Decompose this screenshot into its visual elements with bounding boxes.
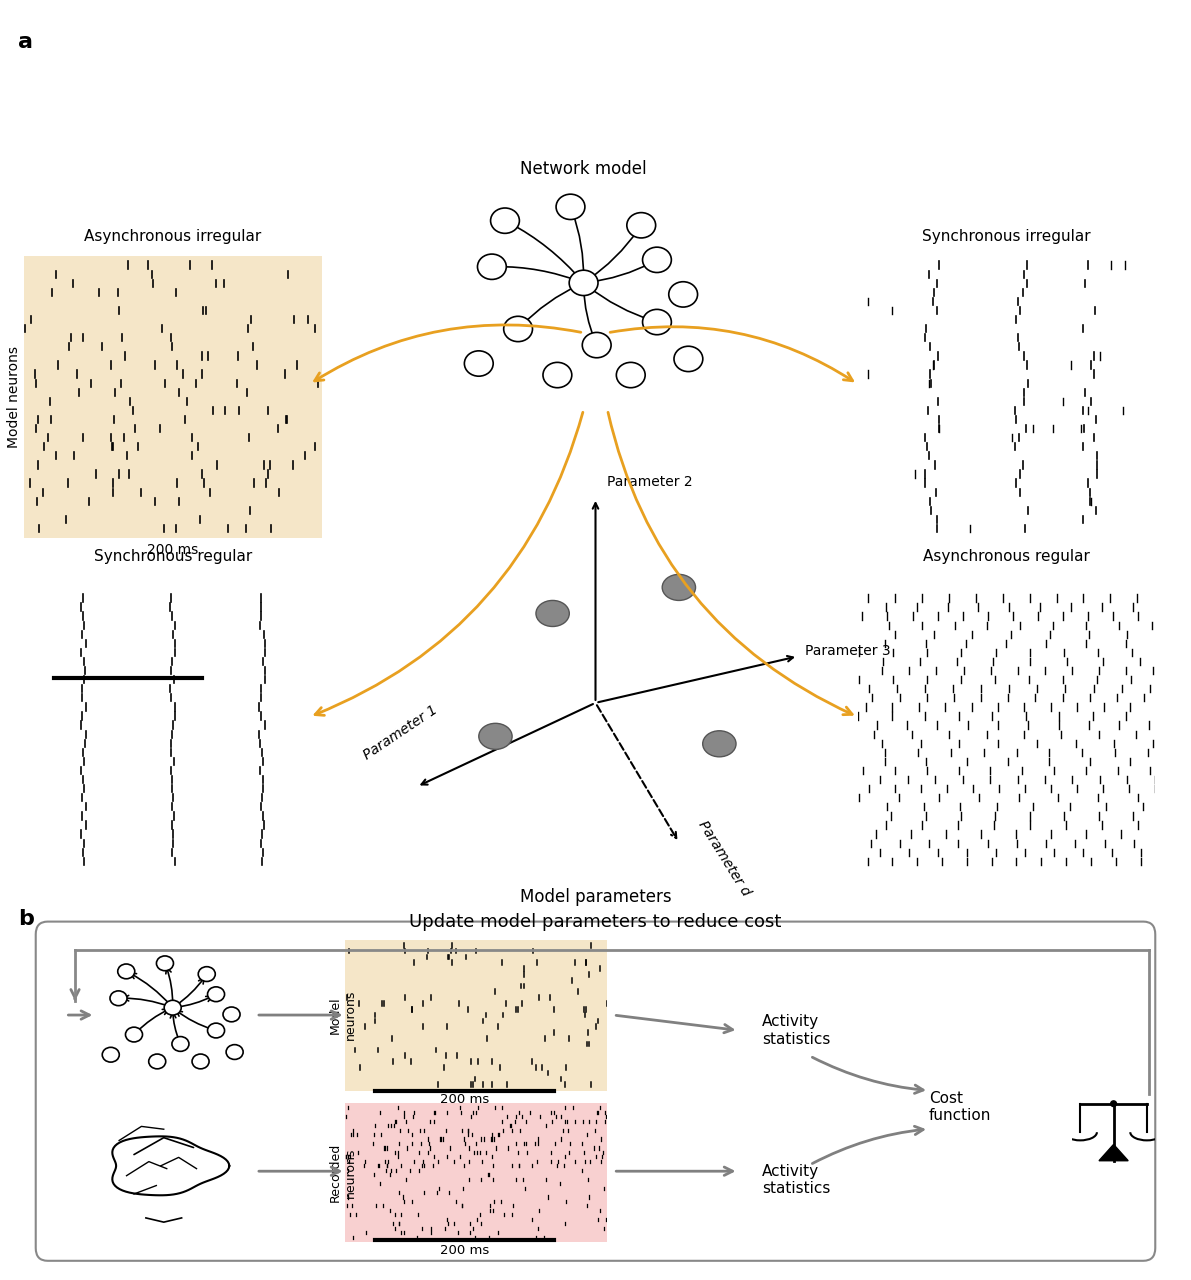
Circle shape (118, 964, 135, 979)
Circle shape (478, 253, 506, 279)
Text: Activity
statistics: Activity statistics (762, 1014, 830, 1047)
Circle shape (207, 1023, 225, 1038)
Circle shape (543, 362, 572, 388)
Text: Synchronous regular: Synchronous regular (94, 549, 251, 563)
Circle shape (226, 1044, 243, 1060)
Circle shape (669, 282, 698, 307)
Text: 200 ms: 200 ms (439, 1244, 490, 1257)
Circle shape (643, 310, 672, 334)
Y-axis label: Recorded
neurons: Recorded neurons (329, 1143, 356, 1202)
Circle shape (703, 731, 736, 756)
Text: 200 ms: 200 ms (439, 1093, 490, 1106)
Circle shape (102, 1047, 119, 1062)
Text: Parameter 1: Parameter 1 (361, 703, 439, 763)
Text: Synchronous irregular: Synchronous irregular (922, 229, 1091, 243)
Circle shape (582, 333, 611, 357)
Circle shape (674, 346, 703, 371)
Y-axis label: Model neurons: Model neurons (7, 346, 21, 448)
Polygon shape (1099, 1144, 1128, 1161)
Circle shape (198, 966, 216, 982)
Circle shape (464, 351, 493, 376)
Circle shape (156, 956, 174, 970)
Circle shape (556, 195, 585, 219)
Circle shape (569, 270, 598, 296)
Text: 200 ms: 200 ms (146, 543, 199, 557)
Circle shape (536, 600, 569, 626)
Circle shape (207, 987, 225, 1002)
Circle shape (110, 991, 127, 1006)
Title: Network model: Network model (520, 160, 647, 178)
Circle shape (491, 207, 519, 233)
Text: Parameter d: Parameter d (696, 818, 753, 899)
Text: Parameter 2: Parameter 2 (607, 475, 693, 489)
Text: b: b (18, 909, 33, 929)
Text: Asynchronous regular: Asynchronous regular (923, 549, 1090, 563)
Text: Asynchronous irregular: Asynchronous irregular (85, 229, 261, 243)
Text: Activity
statistics: Activity statistics (762, 1164, 830, 1197)
Text: Model parameters: Model parameters (519, 888, 672, 906)
Circle shape (149, 1053, 166, 1069)
Circle shape (1111, 1101, 1116, 1106)
Circle shape (662, 575, 696, 600)
Text: Cost
function: Cost function (929, 1091, 991, 1124)
Circle shape (223, 1007, 241, 1021)
Circle shape (617, 362, 646, 388)
Circle shape (164, 1000, 181, 1015)
Text: Update model parameters to reduce cost: Update model parameters to reduce cost (410, 913, 781, 931)
Circle shape (626, 212, 656, 238)
Text: Parameter 3: Parameter 3 (805, 644, 891, 658)
Circle shape (172, 1037, 189, 1051)
Y-axis label: Model
neurons: Model neurons (329, 989, 356, 1041)
Circle shape (192, 1053, 210, 1069)
Circle shape (479, 723, 512, 749)
Text: a: a (18, 32, 33, 52)
Circle shape (643, 247, 672, 273)
Circle shape (504, 316, 532, 342)
Circle shape (125, 1027, 143, 1042)
